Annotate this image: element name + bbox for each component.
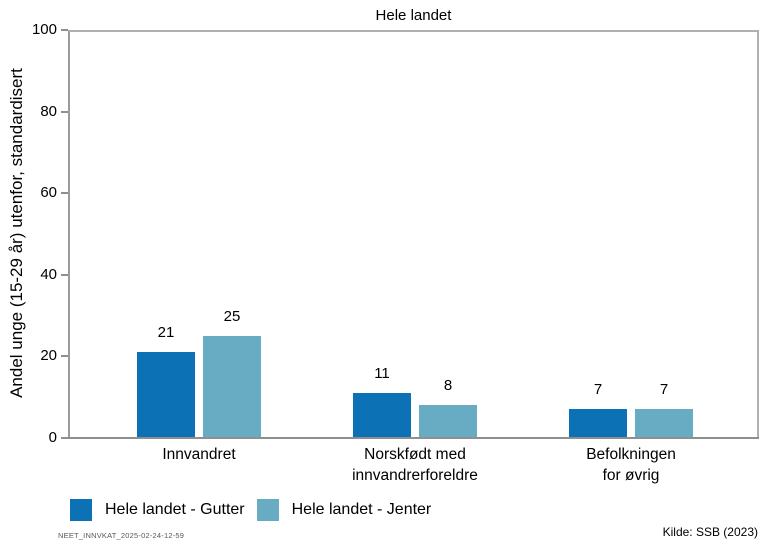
legend-item-label: Hele landet - Jenter: [291, 501, 432, 518]
x-category-label: Befolkningen for øvrig: [586, 444, 676, 486]
legend-item-label: Hele landet - Gutter: [105, 501, 245, 518]
legend-item: Hele landet - Gutter: [70, 499, 245, 521]
y-axis-tick: [61, 273, 68, 276]
y-axis-tick: [61, 355, 68, 358]
x-category-label-line: Befolkningen: [586, 446, 676, 463]
bar-value-label: 21: [157, 324, 175, 342]
y-tick-label: 60: [40, 184, 57, 202]
generated-id-text: NEET_INNVKAT_2025-02-24-12-59: [58, 531, 185, 540]
chart-title: Hele landet: [375, 7, 452, 24]
bar-value-label: 7: [593, 381, 603, 399]
bar-jenter: [635, 409, 693, 438]
bar-jenter: [203, 336, 261, 438]
legend: Hele landet - Gutter Hele landet - Jenter: [70, 499, 431, 521]
bar-value-label: 25: [223, 308, 241, 325]
y-tick-label: 0: [48, 429, 57, 446]
legend-item: Hele landet - Jenter: [256, 499, 432, 521]
legend-swatch: [256, 499, 279, 521]
x-category-label: Innvandret: [162, 444, 235, 465]
bar-value-label: 11: [374, 365, 390, 383]
legend-swatch: [70, 499, 92, 521]
y-axis-tick: [61, 437, 68, 439]
y-tick-label: 100: [31, 21, 57, 38]
bar-value-label: 7: [659, 381, 669, 399]
y-axis-tick: [61, 29, 68, 31]
x-category-label-line: innvandrerforeldre: [352, 467, 478, 484]
bar-jenter: [419, 405, 477, 438]
y-tick-label: 40: [40, 265, 57, 283]
plot-area: [68, 30, 759, 438]
x-axis-line: [66, 437, 759, 439]
x-category-label-line: Innvandret: [162, 446, 236, 463]
y-tick-label: 20: [40, 347, 57, 365]
source-text: Kilde: SSB (2023): [662, 525, 758, 539]
x-category-label-line: Norskfødt med: [364, 446, 466, 463]
bar-gutter: [569, 409, 627, 438]
bar-value-label: 8: [443, 377, 453, 395]
y-tick-label: 80: [40, 102, 57, 120]
x-category-label: Norskfødt med innvandrerforeldre: [352, 444, 478, 486]
y-axis-tick: [61, 110, 68, 113]
y-axis-tick: [61, 192, 68, 195]
bar-gutter: [353, 393, 411, 438]
bar-gutter: [137, 352, 195, 438]
x-category-label-line: for øvrig: [602, 467, 660, 484]
